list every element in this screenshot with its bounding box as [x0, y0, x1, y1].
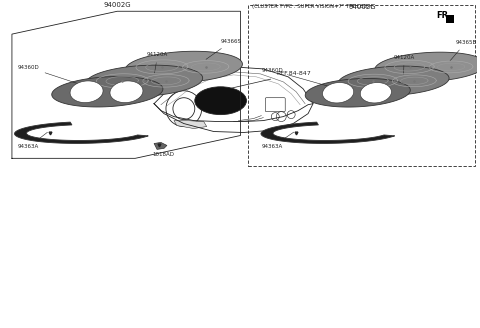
Text: 1018AD: 1018AD: [152, 145, 174, 157]
Polygon shape: [375, 52, 480, 82]
Polygon shape: [174, 121, 207, 129]
Bar: [446, 15, 454, 23]
Bar: [249, 5, 475, 166]
Polygon shape: [154, 142, 167, 149]
Ellipse shape: [195, 87, 246, 114]
Text: REF.84-847: REF.84-847: [231, 72, 311, 88]
Polygon shape: [323, 83, 354, 103]
Text: 94363A: 94363A: [262, 132, 294, 150]
Polygon shape: [125, 51, 242, 83]
Polygon shape: [70, 81, 103, 103]
Text: 94366S: 94366S: [206, 39, 241, 59]
Text: 94120A: 94120A: [147, 52, 168, 73]
Text: 94002G: 94002G: [104, 2, 131, 8]
Polygon shape: [110, 81, 143, 103]
Polygon shape: [360, 83, 391, 103]
Text: 94120A: 94120A: [394, 55, 415, 74]
Text: 94002G: 94002G: [349, 4, 376, 10]
FancyBboxPatch shape: [265, 98, 285, 112]
Polygon shape: [261, 122, 395, 143]
Text: 94360D: 94360D: [18, 65, 82, 85]
Polygon shape: [338, 66, 449, 95]
Polygon shape: [305, 78, 410, 107]
Polygon shape: [52, 76, 163, 107]
Text: 94365B: 94365B: [450, 40, 476, 61]
Text: FR.: FR.: [437, 11, 452, 20]
Polygon shape: [85, 65, 203, 96]
Polygon shape: [14, 122, 148, 143]
Text: (CLUSTER TYPE : SUPER VISION+7" TFT LCD I): (CLUSTER TYPE : SUPER VISION+7" TFT LCD …: [252, 4, 373, 9]
Text: 94363A: 94363A: [18, 132, 48, 150]
Text: 94360D: 94360D: [262, 68, 331, 87]
